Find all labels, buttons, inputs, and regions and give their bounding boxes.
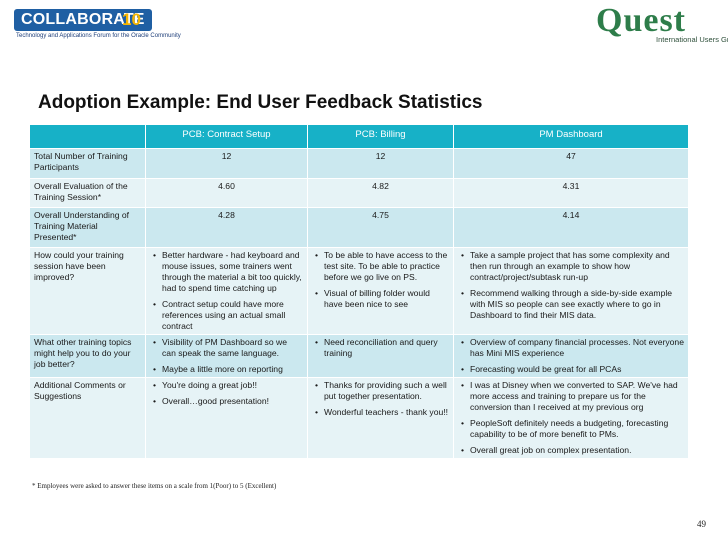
- bullet-item: Recommend walking through a side-by-side…: [461, 288, 684, 321]
- table-cell: Visibility of PM Dashboard so we can spe…: [145, 334, 308, 378]
- bullet-item: Thanks for providing such a well put tog…: [315, 380, 449, 402]
- quest-tagline: International Users Group: [656, 35, 728, 44]
- bullet-item: Need reconciliation and query training: [315, 337, 449, 359]
- bullet-item: I was at Disney when we converted to SAP…: [461, 380, 684, 413]
- collaborate-logo-number: 10: [122, 10, 141, 29]
- bullet-item: Visual of billing folder would have been…: [315, 288, 449, 310]
- row-label: Total Number of Training Participants: [29, 148, 146, 179]
- quest-logo: Quest International Users Group: [596, 2, 728, 46]
- table-cell: 4.75: [307, 207, 454, 248]
- bullet-item: Contract setup could have more reference…: [153, 299, 303, 332]
- bullet-item: To be able to have access to the test si…: [315, 250, 449, 283]
- bullet-item: PeopleSoft definitely needs a budgeting,…: [461, 418, 684, 440]
- column-header: PCB: Contract Setup: [145, 124, 308, 149]
- slide-title: Adoption Example: End User Feedback Stat…: [38, 92, 483, 113]
- collaborate-logo: COLLABORATE 10 Technology and Applicatio…: [14, 9, 181, 41]
- table-row: What other training topics might help yo…: [29, 334, 689, 378]
- row-label: Overall Evaluation of the Training Sessi…: [29, 178, 146, 208]
- footnote: * Employees were asked to answer these i…: [32, 482, 277, 490]
- table-row: Total Number of Training Participants 12…: [29, 148, 689, 179]
- table-row: Additional Comments or Suggestions You'r…: [29, 377, 689, 459]
- bullet-item: Forecasting would be great for all PCAs: [461, 364, 684, 375]
- bullet-item: Overall great job on complex presentatio…: [461, 445, 684, 456]
- bullet-item: You're doing a great job!!: [153, 380, 303, 391]
- table-cell: 12: [145, 148, 308, 179]
- table-cell: 4.28: [145, 207, 308, 248]
- table-row: Overall Evaluation of the Training Sessi…: [29, 178, 689, 208]
- feedback-table: PCB: Contract Setup PCB: Billing PM Dash…: [29, 124, 689, 459]
- collaborate-logo-word: COLLABORATE: [21, 11, 145, 28]
- bullet-item: Take a sample project that has some comp…: [461, 250, 684, 283]
- table-cell: You're doing a great job!! Overall…good …: [145, 377, 308, 459]
- bullet-item: Visibility of PM Dashboard so we can spe…: [153, 337, 303, 359]
- table-cell: 4.82: [307, 178, 454, 208]
- table-cell: Thanks for providing such a well put tog…: [307, 377, 454, 459]
- row-label: Overall Understanding of Training Materi…: [29, 207, 146, 248]
- table-cell: 12: [307, 148, 454, 179]
- bullet-item: Wonderful teachers - thank you!!: [315, 407, 449, 418]
- table-cell: Need reconciliation and query training: [307, 334, 454, 378]
- table-row: Overall Understanding of Training Materi…: [29, 207, 689, 248]
- table-cell: To be able to have access to the test si…: [307, 247, 454, 335]
- bullet-item: Maybe a little more on reporting: [153, 364, 303, 375]
- bullet-item: Overview of company financial processes.…: [461, 337, 684, 359]
- table-cell: Take a sample project that has some comp…: [453, 247, 689, 335]
- table-cell: Overview of company financial processes.…: [453, 334, 689, 378]
- row-label: What other training topics might help yo…: [29, 334, 146, 378]
- table-cell: 4.14: [453, 207, 689, 248]
- table-cell: 4.60: [145, 178, 308, 208]
- table-cell: 47: [453, 148, 689, 179]
- table-cell: I was at Disney when we converted to SAP…: [453, 377, 689, 459]
- column-header: PM Dashboard: [453, 124, 689, 149]
- bullet-item: Better hardware - had keyboard and mouse…: [153, 250, 303, 294]
- table-cell: 4.31: [453, 178, 689, 208]
- row-label: How could your training session have bee…: [29, 247, 146, 335]
- collaborate-badge: [14, 9, 152, 31]
- quest-logo-word: Quest: [596, 2, 686, 39]
- collaborate-tagline: Technology and Applications Forum for th…: [16, 33, 181, 39]
- table-cell: Better hardware - had keyboard and mouse…: [145, 247, 308, 335]
- column-header: [29, 124, 146, 149]
- row-label: Additional Comments or Suggestions: [29, 377, 146, 459]
- column-header: PCB: Billing: [307, 124, 454, 149]
- page-number: 49: [697, 519, 706, 529]
- bullet-item: Overall…good presentation!: [153, 396, 303, 407]
- table-row: How could your training session have bee…: [29, 247, 689, 335]
- table-header-row: PCB: Contract Setup PCB: Billing PM Dash…: [29, 124, 689, 149]
